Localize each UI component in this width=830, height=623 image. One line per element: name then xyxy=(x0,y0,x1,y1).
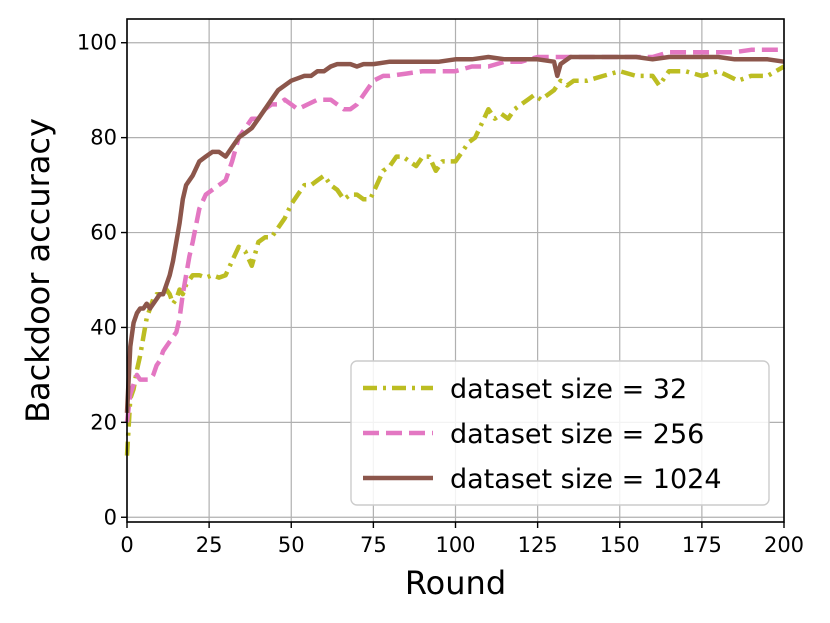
legend-label: dataset size = 1024 xyxy=(450,464,722,495)
series-line xyxy=(124,54,785,414)
x-tick-label: 0 xyxy=(120,533,133,557)
x-tick-label: 200 xyxy=(764,533,804,557)
x-tick-label: 150 xyxy=(600,533,640,557)
axis-ticks: 0 25 50 75 100 125 150 175 200 0 20 40 60 80 100 xyxy=(77,31,804,557)
y-tick-label: 100 xyxy=(77,31,117,55)
x-tick-label: 50 xyxy=(278,533,305,557)
y-tick-label: 0 xyxy=(104,505,117,529)
x-tick-label: 25 xyxy=(196,533,223,557)
y-tick-label: 20 xyxy=(90,410,117,434)
legend: dataset size = 32 dataset size = 256 datas… xyxy=(350,360,770,506)
series-line xyxy=(124,64,786,456)
y-tick-label: 40 xyxy=(90,315,117,339)
legend-label: dataset size = 32 xyxy=(450,374,687,405)
y-tick-label: 60 xyxy=(90,221,117,245)
y-tick-label: 80 xyxy=(90,126,117,150)
series-layer xyxy=(124,47,786,456)
x-tick-label: 175 xyxy=(682,533,722,557)
x-tick-label: 100 xyxy=(435,533,475,557)
y-axis-label: Backdoor accuracy xyxy=(19,118,57,423)
x-axis-label: Round xyxy=(405,564,506,602)
x-tick-label: 75 xyxy=(360,533,387,557)
legend-box xyxy=(350,360,770,506)
legend-label: dataset size = 256 xyxy=(450,419,704,450)
grid-lines xyxy=(126,19,785,522)
x-tick-label: 125 xyxy=(518,533,558,557)
